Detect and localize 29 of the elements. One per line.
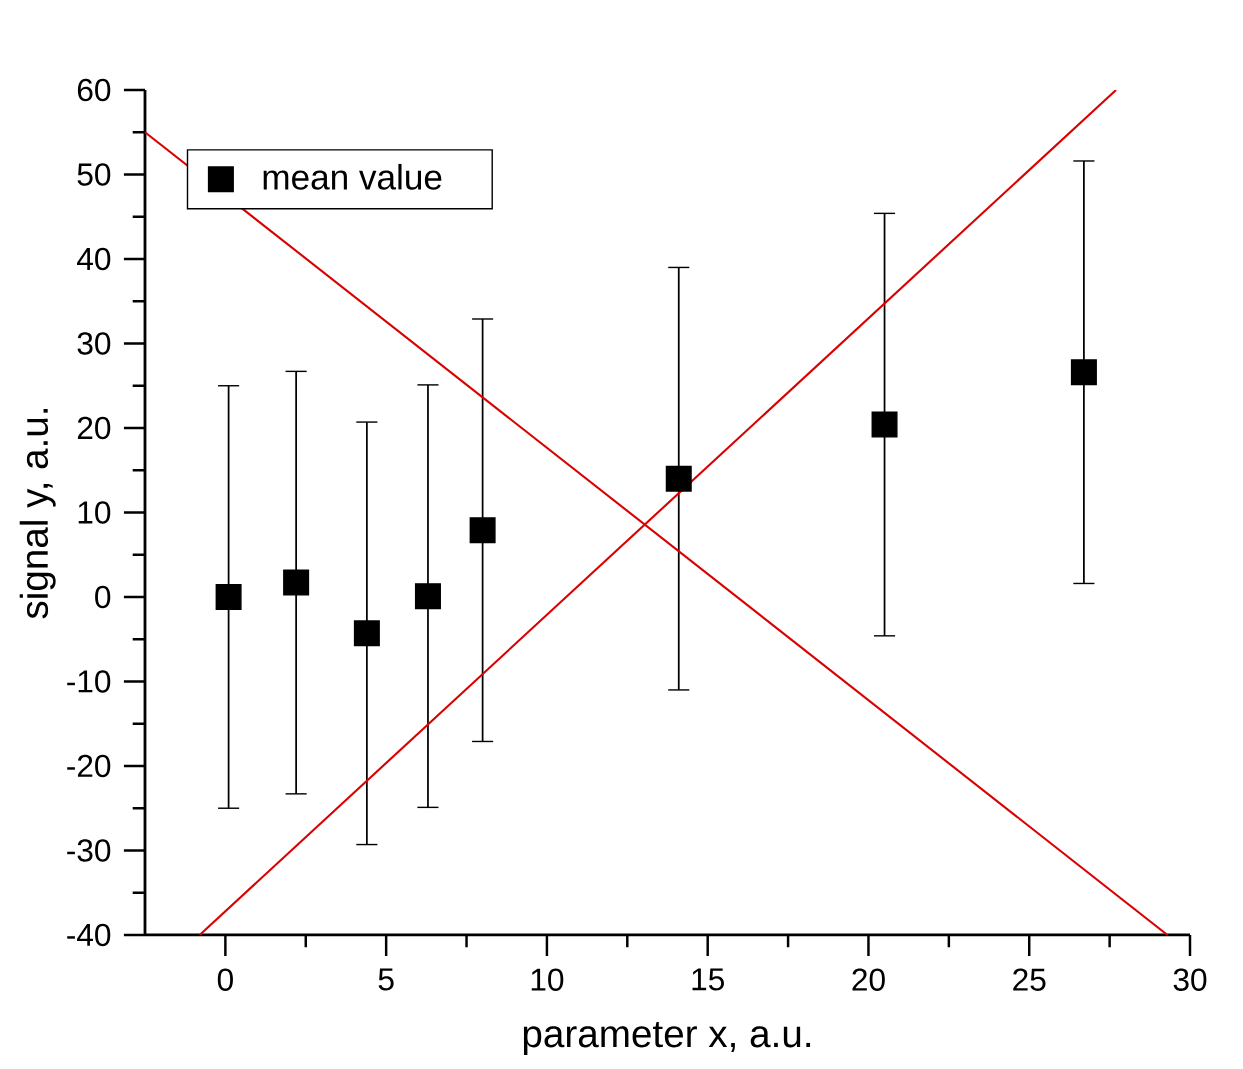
y-tick-label: 50 [77,163,111,186]
x-axis-title: parameter x, a.u. [523,1022,811,1056]
x-tick-label: 25 [1013,968,1046,991]
y-tick-label: 30 [77,332,111,355]
point [1070,359,1097,386]
x-tick-label: 10 [531,968,564,991]
x-tick-label: 30 [1173,968,1207,991]
y-tick-label: -10 [67,670,111,693]
y-tick-label: -30 [67,839,111,862]
legend-label: mean value [263,163,442,190]
y-tick-label: 60 [77,78,111,102]
y-tick-label: 20 [77,416,111,440]
x-tick-label: 5 [378,968,394,991]
y-tick-label: -20 [67,754,111,778]
point [665,465,692,492]
point [414,583,441,610]
y-axis-title: signal y, a.u. [19,408,56,619]
y-tick-label: 10 [78,501,111,524]
point [353,620,380,647]
x-tick-label: 0 [217,968,233,991]
x-tick-label: 15 [692,968,724,991]
y-tick-label: 40 [77,247,111,271]
point [469,517,496,544]
point [871,411,898,438]
x-tick-label: 20 [852,968,885,991]
point [215,583,242,611]
point [283,569,310,596]
y-tick-label: 0 [95,585,111,609]
y-tick-label: -40 [67,923,111,947]
